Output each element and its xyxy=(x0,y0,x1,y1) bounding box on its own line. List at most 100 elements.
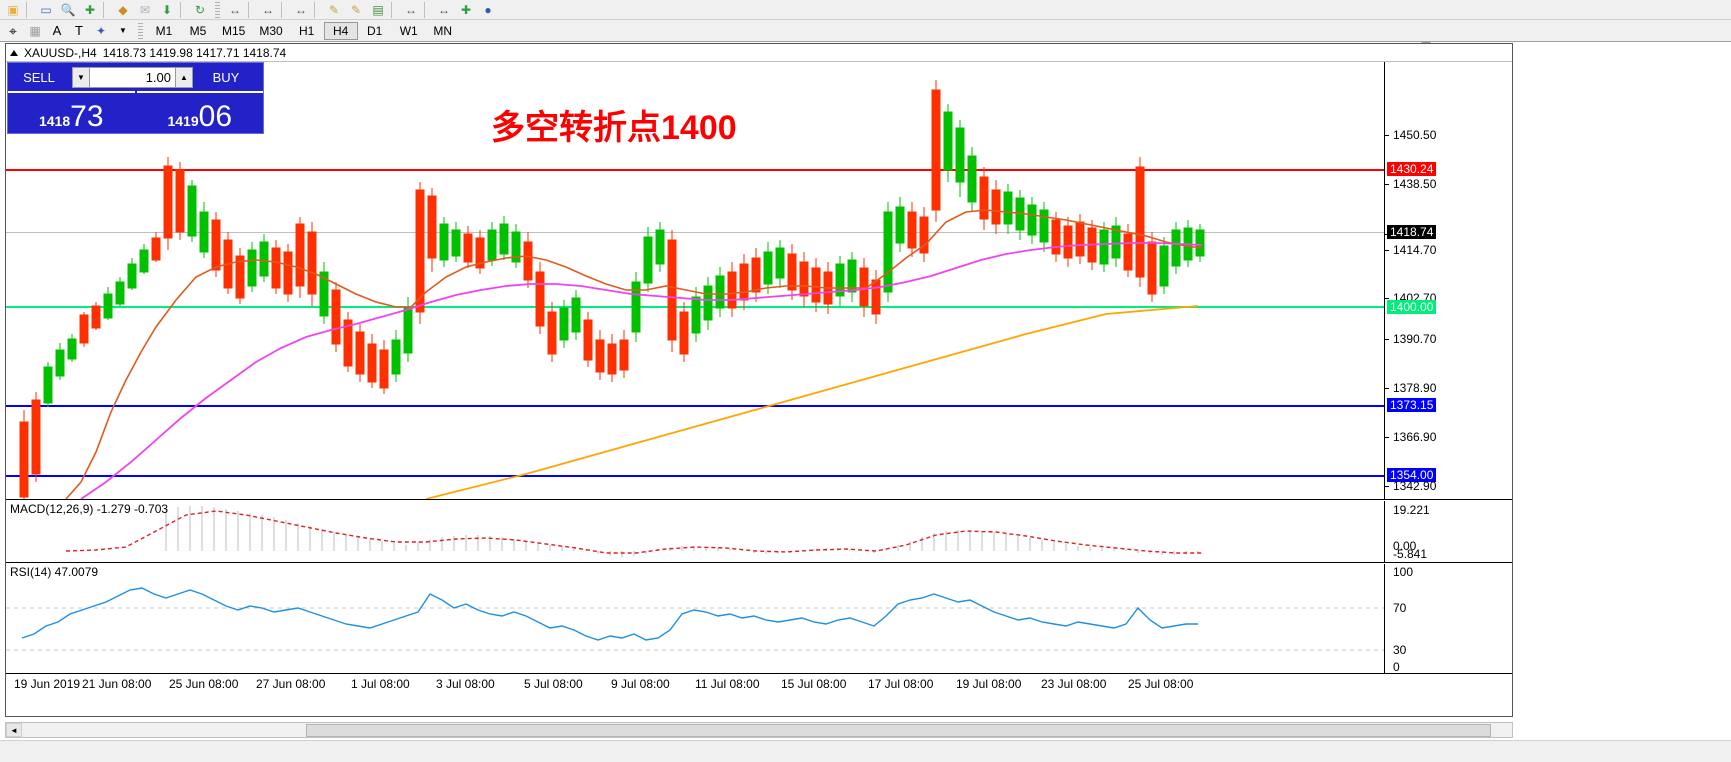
time-label-8: 11 Jul 08:00 xyxy=(695,677,760,691)
resistance-line-1430[interactable] xyxy=(6,169,1384,171)
toolbar-separator xyxy=(26,1,33,18)
time-label-2: 25 Jun 08:00 xyxy=(169,677,239,691)
ohlc-values: 1418.73 1419.98 1417.71 1418.74 xyxy=(102,45,287,60)
toolbar-separator xyxy=(314,1,321,18)
crosshair-icon[interactable]: ⌖ xyxy=(9,22,17,39)
time-label-0: 19 Jun 2019 xyxy=(14,677,81,691)
sell-button[interactable]: SELL xyxy=(23,69,55,85)
timeframe-m1[interactable]: M1 xyxy=(155,23,173,38)
one-click-trading-panel[interactable]: SELL ▼ ▲ BUY 1418 73 1419 06 xyxy=(7,62,264,134)
macd-tick-min: -5.841 xyxy=(1393,547,1428,561)
rsi-series xyxy=(6,587,1384,651)
timeframe-h1[interactable]: H1 xyxy=(299,23,315,38)
sell-price-decimal: 73 xyxy=(70,100,104,133)
add-icon[interactable]: ✚ xyxy=(84,2,96,17)
expert-icon[interactable]: ◆ xyxy=(118,2,128,17)
axis-tick xyxy=(1385,388,1389,389)
support-line-1354[interactable] xyxy=(6,475,1384,477)
timeframe-toolbar: ⌖ ▦ A T ✦ ▼ M1 M5 M15 M30 H1 H4 D1 W1 MN xyxy=(0,20,1731,42)
toolbar-separator xyxy=(391,1,398,18)
time-axis[interactable]: 19 Jun 2019 21 Jun 08:00 25 Jun 08:00 27… xyxy=(6,675,1512,695)
hline3-icon[interactable]: ↔ xyxy=(295,2,307,17)
timeframe-m15[interactable]: M15 xyxy=(222,23,246,38)
rsi-tick-70: 70 xyxy=(1393,601,1407,615)
rsi-pane[interactable]: RSI(14) 47.0079 100 70 30 0 xyxy=(6,564,1512,674)
sell-price-integer: 1418 xyxy=(38,113,71,129)
hline2-icon[interactable]: ↔ xyxy=(262,2,274,17)
window-icon[interactable]: ▭ xyxy=(40,2,52,17)
price-pane[interactable]: 多空转折点1400 xyxy=(6,62,1512,500)
hline-icon[interactable]: ↔ xyxy=(229,2,241,17)
trade-panel-controls: SELL ▼ ▲ BUY xyxy=(8,63,263,91)
status-bar xyxy=(0,740,1731,762)
timeframe-mn[interactable]: MN xyxy=(433,23,453,38)
macd-title: MACD(12,26,9) -1.279 -0.703 xyxy=(10,502,169,516)
hline4-icon[interactable]: ↔ xyxy=(405,2,417,17)
time-label-10: 17 Jul 08:00 xyxy=(868,677,934,691)
macd-plot-area[interactable]: MACD(12,26,9) -1.279 -0.703 xyxy=(6,501,1384,562)
price-label-support-1373[interactable]: 1373.15 xyxy=(1387,398,1437,412)
time-label-7: 9 Jul 08:00 xyxy=(611,677,670,691)
refresh-icon[interactable]: ↻ xyxy=(194,2,206,17)
macd-series xyxy=(65,506,1202,557)
symbol-label: XAUUSD-,H4 xyxy=(24,45,97,60)
timeframe-grip[interactable] xyxy=(138,22,143,39)
pencil-icon[interactable]: ✎ xyxy=(328,2,340,17)
text-tool-icon[interactable]: A xyxy=(52,23,62,38)
sell-price-cell[interactable]: 1418 73 xyxy=(8,91,135,133)
volume-control[interactable]: ▼ ▲ xyxy=(72,66,193,88)
scroll-thumb[interactable] xyxy=(306,723,1491,737)
scroll-left-icon[interactable]: ◄ xyxy=(6,723,22,737)
timeframe-h4[interactable]: H4 xyxy=(323,21,358,40)
objects-dropdown-icon[interactable]: ▼ xyxy=(119,25,127,35)
price-axis[interactable]: 1450.50 1438.50 1430.24 1426.50 1418.74 … xyxy=(1384,62,1512,499)
save-icon[interactable]: ▣ xyxy=(7,2,19,17)
chart-menu-icon[interactable] xyxy=(10,49,18,56)
price-label-resistance[interactable]: 1430.24 xyxy=(1387,162,1437,176)
trade-panel-prices: 1418 73 1419 06 xyxy=(8,91,263,133)
toolbar-grip[interactable] xyxy=(215,1,220,18)
indicator-icon[interactable]: ▦ xyxy=(29,23,41,38)
support-line-1373[interactable] xyxy=(6,405,1384,407)
timeframe-m5[interactable]: M5 xyxy=(189,23,207,38)
chart-icon[interactable]: ▤ xyxy=(372,2,384,17)
time-label-3: 27 Jun 08:00 xyxy=(256,677,326,691)
volume-input[interactable] xyxy=(90,66,175,88)
price-plot-area[interactable]: 多空转折点1400 xyxy=(6,62,1384,499)
plus-icon[interactable]: ✚ xyxy=(460,2,472,17)
timeframe-m30[interactable]: M30 xyxy=(259,23,283,38)
hline5-icon[interactable]: ↔ xyxy=(438,2,450,17)
macd-tick-max: 19.221 xyxy=(1393,503,1430,517)
text-label-icon[interactable]: T xyxy=(75,23,83,38)
globe-icon[interactable]: ● xyxy=(484,2,492,17)
volume-increase-icon[interactable]: ▲ xyxy=(175,66,193,88)
time-label-11: 19 Jul 08:00 xyxy=(956,677,1022,691)
timeframe-d1[interactable]: D1 xyxy=(367,23,383,38)
price-tick-1378: 1378.90 xyxy=(1393,381,1437,395)
price-label-support-1354[interactable]: 1354.00 xyxy=(1387,468,1437,482)
price-label-pivot[interactable]: 1400.00 xyxy=(1387,300,1437,314)
timeframe-w1[interactable]: W1 xyxy=(399,23,418,38)
macd-axis[interactable]: 19.221 0.00 -5.841 xyxy=(1384,501,1512,562)
buy-button[interactable]: BUY xyxy=(212,69,240,85)
mail-icon[interactable]: ✉ xyxy=(139,2,151,17)
rsi-axis[interactable]: 100 70 30 0 xyxy=(1384,564,1512,674)
candlestick-series xyxy=(19,80,1205,499)
download-icon[interactable]: ⬇ xyxy=(161,2,173,17)
chart-window: XAUUSD-,H4 1418.73 1419.98 1417.71 1418.… xyxy=(5,43,1513,717)
buy-price-cell[interactable]: 1419 06 xyxy=(134,91,263,133)
objects-icon[interactable]: ✦ xyxy=(95,23,107,38)
pencil2-icon[interactable]: ✎ xyxy=(350,2,362,17)
macd-pane[interactable]: MACD(12,26,9) -1.279 -0.703 xyxy=(6,501,1512,563)
price-tick-1438: 1438.50 xyxy=(1393,177,1437,191)
volume-decrease-icon[interactable]: ▼ xyxy=(72,66,90,88)
zoom-icon[interactable]: 🔍 xyxy=(60,2,76,17)
axis-tick xyxy=(1385,437,1389,438)
price-tick-1414: 1414.70 xyxy=(1393,243,1437,257)
toolbar-separator xyxy=(103,1,110,18)
rsi-tick-30: 30 xyxy=(1393,643,1407,657)
chart-horizontal-scrollbar[interactable]: ◄ xyxy=(5,722,1513,738)
axis-tick xyxy=(1385,298,1389,299)
rsi-tick-0: 0 xyxy=(1393,660,1400,674)
rsi-plot-area[interactable]: RSI(14) 47.0079 xyxy=(6,564,1384,673)
